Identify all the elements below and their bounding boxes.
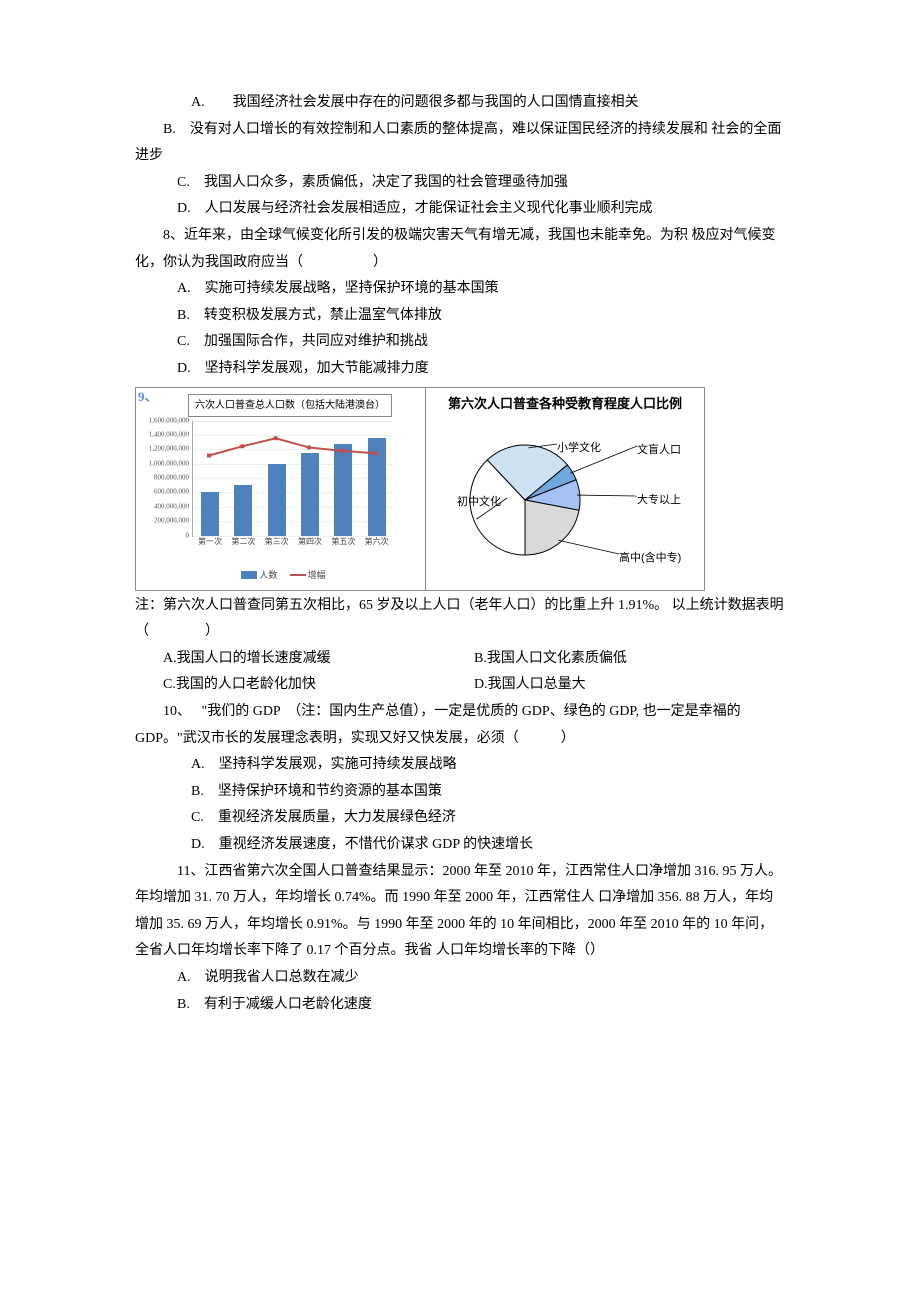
y-axis-label: 1,600,000,000 (149, 414, 189, 427)
y-axis-label: 0 (186, 529, 190, 542)
q11-option-a: A. 说明我省人口总数在减少 (135, 965, 785, 992)
q10-stem: 10、 "我们的 GDP （注：国内生产总值），一定是优质的 GDP、绿色的 G… (135, 699, 785, 752)
y-axis-label: 600,000,000 (154, 486, 189, 499)
pie-slice-label: 初中文化 (457, 492, 501, 513)
x-axis-label: 第四次 (297, 534, 323, 549)
q10-option-a: A. 坚持科学发展观，实施可持续发展战略 (135, 752, 785, 779)
q10-option-d: D. 重视经济发展速度，不惜代价谋求 GDP 的快速增长 (135, 832, 785, 859)
bar-chart-title: 六次人口普查总人口数（包括大陆港澳台） (188, 394, 392, 417)
y-axis-label: 1,000,000,000 (149, 457, 189, 470)
q9-option-b: B.我国人口文化素质偏低 (474, 646, 785, 673)
q9-charts: 9、 六次人口普查总人口数（包括大陆港澳台） 第一次第二次第三次第四次第五次第六… (135, 387, 705, 591)
q7-option-d: D. 人口发展与经济社会发展相适应，才能保证社会主义现代化事业顺利完成 (135, 196, 785, 223)
y-axis-label: 1,200,000,000 (149, 443, 189, 456)
q7-option-b: B. 没有对人口增长的有效控制和人口素质的整体提高，难以保证国民经济的持续发展和… (135, 117, 785, 170)
q9-note: 注：第六次人口普查同第五次相比，65 岁及以上人口（老年人口）的比重上升 1.9… (135, 593, 785, 646)
q9-option-c: C.我国的人口老龄化加快 (135, 672, 474, 699)
education-pie-chart: 第六次人口普查各种受教育程度人口比例 初中文化 小学文化 文盲人口大专以上高中(含中… (426, 388, 704, 590)
q8-option-d: D. 坚持科学发展观，加大节能减排力度 (135, 356, 785, 383)
bar-chart-legend: 人数 增幅 (142, 567, 419, 584)
q9-option-a: A.我国人口的增长速度减缓 (135, 646, 474, 673)
legend-line-label: 增幅 (308, 570, 326, 580)
x-axis-label: 第一次 (197, 534, 223, 549)
q9-options-row2: C.我国的人口老龄化加快 D.我国人口总量大 (135, 672, 785, 699)
x-axis-label: 第三次 (264, 534, 290, 549)
q9-label: 9、 (138, 385, 158, 410)
x-axis-label: 第五次 (330, 534, 356, 549)
pie-slice-label: 大专以上 (637, 490, 681, 511)
q8-option-b: B. 转变积极发展方式，禁止温室气体排放 (135, 303, 785, 330)
legend-bar-swatch (241, 571, 257, 579)
q7-option-a: A. 我国经济社会发展中存在的问题很多都与我国的人口国情直接相关 (135, 90, 785, 117)
legend-line-swatch (290, 574, 306, 576)
x-axis-label: 第六次 (364, 534, 390, 549)
q10-option-b: B. 坚持保护环境和节约资源的基本国策 (135, 779, 785, 806)
y-axis-label: 1,400,000,000 (149, 428, 189, 441)
x-axis-label: 第二次 (230, 534, 256, 549)
q9-options-row1: A.我国人口的增长速度减缓 B.我国人口文化素质偏低 (135, 646, 785, 673)
q10-option-c: C. 重视经济发展质量，大力发展绿色经济 (135, 805, 785, 832)
census-bar-chart: 9、 六次人口普查总人口数（包括大陆港澳台） 第一次第二次第三次第四次第五次第六… (136, 388, 426, 590)
y-axis-label: 800,000,000 (154, 471, 189, 484)
y-axis-label: 200,000,000 (154, 515, 189, 528)
pie-slice-label: 高中(含中专) (619, 548, 681, 569)
pie-slice-label: 文盲人口 (637, 440, 681, 461)
y-axis-label: 400,000,000 (154, 500, 189, 513)
q11-stem: 11、江西省第六次全国人口普查结果显示：2000 年至 2010 年，江西常住人… (135, 859, 785, 965)
legend-bar-label: 人数 (259, 570, 277, 580)
pie-slice-label: 小学文化 (557, 438, 601, 459)
q8-option-a: A. 实施可持续发展战略，坚持保护环境的基本国策 (135, 276, 785, 303)
q8-option-c: C. 加强国际合作，共同应对维护和挑战 (135, 329, 785, 356)
q11-option-b: B. 有利于减缓人口老龄化速度 (135, 992, 785, 1019)
q9-option-d: D.我国人口总量大 (474, 672, 785, 699)
pie-chart-title: 第六次人口普查各种受教育程度人口比例 (430, 392, 700, 417)
q8-stem: 8、近年来，由全球气候变化所引发的极端灾害天气有增无减，我国也未能幸免。为积 极… (135, 223, 785, 276)
q7-option-c: C. 我国人口众多，素质偏低，决定了我国的社会管理亟待加强 (135, 170, 785, 197)
